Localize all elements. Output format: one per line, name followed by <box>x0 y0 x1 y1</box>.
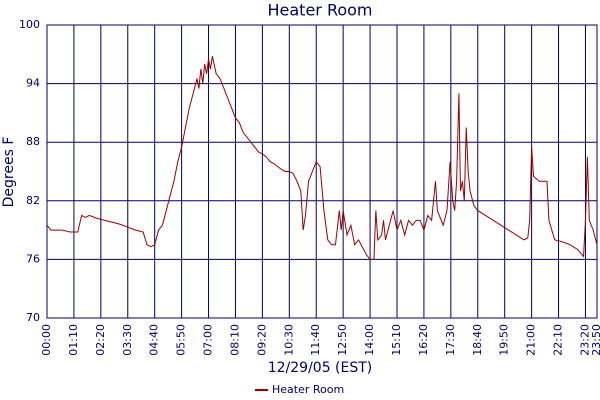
x-tick-label: 04:40 <box>148 324 161 356</box>
x-axis-title: 12/29/05 (EST) <box>268 360 373 376</box>
x-tick-label: 05:50 <box>175 324 188 356</box>
x-tick-label: 07:00 <box>202 324 215 356</box>
y-tick-label: 82 <box>26 194 40 207</box>
x-tick-label: 03:30 <box>121 324 134 356</box>
x-tick-label: 21:00 <box>525 324 538 356</box>
x-tick-label: 19:50 <box>498 324 511 356</box>
y-tick-label: 70 <box>26 311 40 324</box>
x-tick-label: 08:10 <box>228 324 241 356</box>
x-tick-label: 23:20 <box>578 324 591 356</box>
x-tick-label: 15:10 <box>390 324 403 356</box>
x-tick-label: 22:10 <box>552 324 565 356</box>
x-tick-label: 17:30 <box>444 324 457 356</box>
x-tick-label: 16:20 <box>417 324 430 356</box>
x-tick-label: 11:40 <box>309 324 322 356</box>
x-tick-label: 02:20 <box>94 324 107 356</box>
y-tick-label: 100 <box>19 18 40 31</box>
data-line <box>46 56 598 260</box>
x-tick-label: 10:30 <box>282 324 295 356</box>
legend-label: Heater Room <box>272 383 344 396</box>
x-tick-label: 14:00 <box>363 324 376 356</box>
x-tick-label: 01:10 <box>67 324 80 356</box>
x-tick-label: 23:50 <box>590 324 600 356</box>
x-tick-label: 12:50 <box>336 324 349 356</box>
x-tick-label: 09:20 <box>255 324 268 356</box>
chart-title: Heater Room <box>267 1 372 20</box>
y-tick-label: 76 <box>26 252 40 265</box>
x-tick-label: 18:40 <box>471 324 484 356</box>
y-tick-label: 94 <box>26 77 40 90</box>
x-tick-label: 00:00 <box>40 324 53 356</box>
plot-frame <box>46 24 598 319</box>
y-axis-title: Degrees F <box>1 137 17 208</box>
y-tick-label: 88 <box>26 135 40 148</box>
